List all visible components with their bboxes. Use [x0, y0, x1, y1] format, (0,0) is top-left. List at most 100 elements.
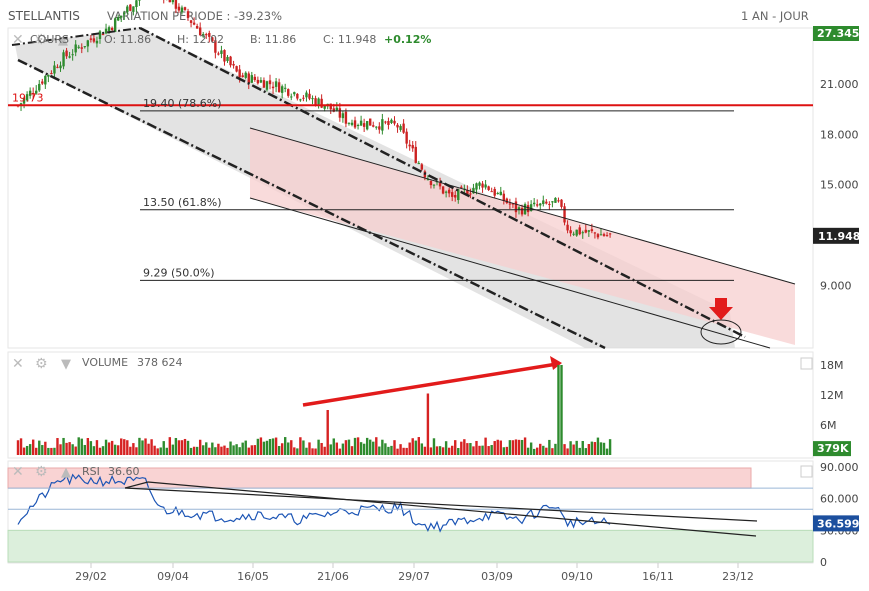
volume-bar	[411, 438, 414, 455]
volume-bars	[16, 365, 612, 455]
candle	[241, 72, 244, 78]
volume-bar	[150, 439, 153, 455]
volume-bar	[572, 444, 575, 455]
candle	[80, 43, 83, 54]
volume-bar	[554, 443, 557, 455]
candle	[347, 122, 351, 126]
volume-bar	[153, 445, 156, 455]
volume-bar	[208, 447, 211, 455]
volume-bar	[89, 441, 93, 455]
volume-bar	[198, 439, 202, 455]
move-down-icon[interactable]: ▼	[61, 357, 71, 372]
candle	[95, 36, 99, 48]
candle	[496, 191, 499, 195]
volume-bar	[381, 439, 384, 455]
candle	[83, 46, 86, 49]
volume-bar	[202, 445, 205, 455]
volume-bar	[365, 437, 369, 455]
volume-bar	[277, 446, 281, 455]
candle	[274, 77, 278, 93]
candle	[174, 0, 178, 14]
volume-bar	[189, 447, 193, 455]
candle	[129, 4, 132, 12]
candle	[198, 22, 202, 36]
candle	[602, 232, 606, 237]
volume-bar	[536, 447, 539, 455]
volume-bar	[314, 448, 317, 455]
volume-bar	[329, 444, 332, 455]
candle	[572, 231, 575, 237]
header-bar: STELLANTIS VARIATION PERIODE : -39.23% 1…	[0, 0, 869, 30]
volume-bar	[259, 437, 263, 455]
candle	[186, 8, 190, 21]
rsi-axis-tick: 90.000	[820, 461, 859, 474]
move-up-icon[interactable]: ▲	[58, 33, 68, 48]
candle	[265, 80, 269, 92]
candle	[487, 185, 490, 192]
candle	[499, 186, 502, 196]
gear-icon[interactable]: ⚙	[35, 32, 48, 48]
candle	[584, 224, 587, 234]
volume-bar	[293, 447, 296, 455]
volume-bar	[484, 437, 487, 455]
x-axis-tick: 09/04	[157, 570, 189, 583]
candle	[28, 87, 32, 99]
volume-bar	[280, 443, 284, 455]
volume-bar	[144, 438, 147, 455]
gear-icon[interactable]: ⚙	[35, 464, 48, 480]
volume-bar	[420, 443, 424, 455]
candle	[38, 79, 41, 93]
volume-bar	[362, 443, 366, 455]
candle	[68, 51, 71, 59]
candle	[569, 226, 572, 237]
candle	[74, 40, 77, 57]
volume-bar	[244, 440, 247, 455]
volume-panel-checkbox[interactable]	[800, 357, 813, 370]
volume-bar	[444, 441, 448, 455]
volume-bar	[587, 444, 591, 455]
candle	[426, 175, 430, 181]
volume-bar	[77, 437, 80, 455]
candle	[520, 204, 524, 217]
x-axis-tick: 23/12	[722, 570, 754, 583]
candle	[502, 190, 506, 205]
volume-bar	[414, 440, 417, 455]
close-icon[interactable]: ✕	[12, 356, 24, 372]
volume-bar	[156, 448, 159, 455]
volume-bar	[16, 440, 20, 455]
volume-bar	[162, 441, 165, 455]
candle	[35, 85, 38, 95]
candle	[211, 36, 214, 43]
candle	[71, 49, 74, 61]
volume-bar	[311, 448, 314, 455]
volume-bar	[405, 447, 408, 455]
candle	[183, 6, 187, 11]
candle	[444, 190, 448, 198]
candle	[417, 160, 420, 165]
rsi-axis-tick: 60.000	[820, 493, 859, 506]
candle	[478, 181, 481, 190]
candle	[116, 14, 120, 22]
gear-icon[interactable]: ⚙	[35, 356, 48, 372]
volume-panel-value: 378 624	[137, 356, 183, 369]
candle	[596, 233, 600, 240]
volume-bar	[581, 440, 584, 455]
x-axis-tick: 09/10	[561, 570, 593, 583]
volume-bar	[110, 440, 114, 455]
volume-bar	[116, 445, 120, 455]
volume-bar	[253, 445, 257, 455]
volume-bar	[299, 437, 302, 455]
volume-bar	[457, 448, 460, 455]
candle	[244, 71, 247, 80]
candle	[202, 32, 205, 38]
timeframe-selector[interactable]: 1 AN - JOUR	[741, 9, 809, 23]
candle	[120, 15, 123, 22]
volume-bar	[211, 442, 214, 455]
close-icon[interactable]: ✕	[12, 32, 24, 48]
rsi-panel-checkbox[interactable]	[800, 465, 813, 478]
close-icon[interactable]: ✕	[12, 464, 24, 480]
top-price-text: 27.345	[817, 27, 859, 40]
move-up-icon[interactable]: ▲	[61, 465, 71, 480]
candle	[229, 55, 232, 68]
